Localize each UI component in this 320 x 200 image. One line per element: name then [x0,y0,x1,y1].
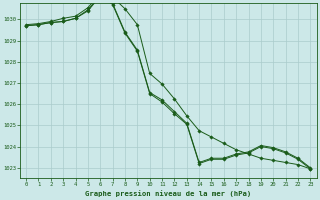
X-axis label: Graphe pression niveau de la mer (hPa): Graphe pression niveau de la mer (hPa) [85,190,252,197]
